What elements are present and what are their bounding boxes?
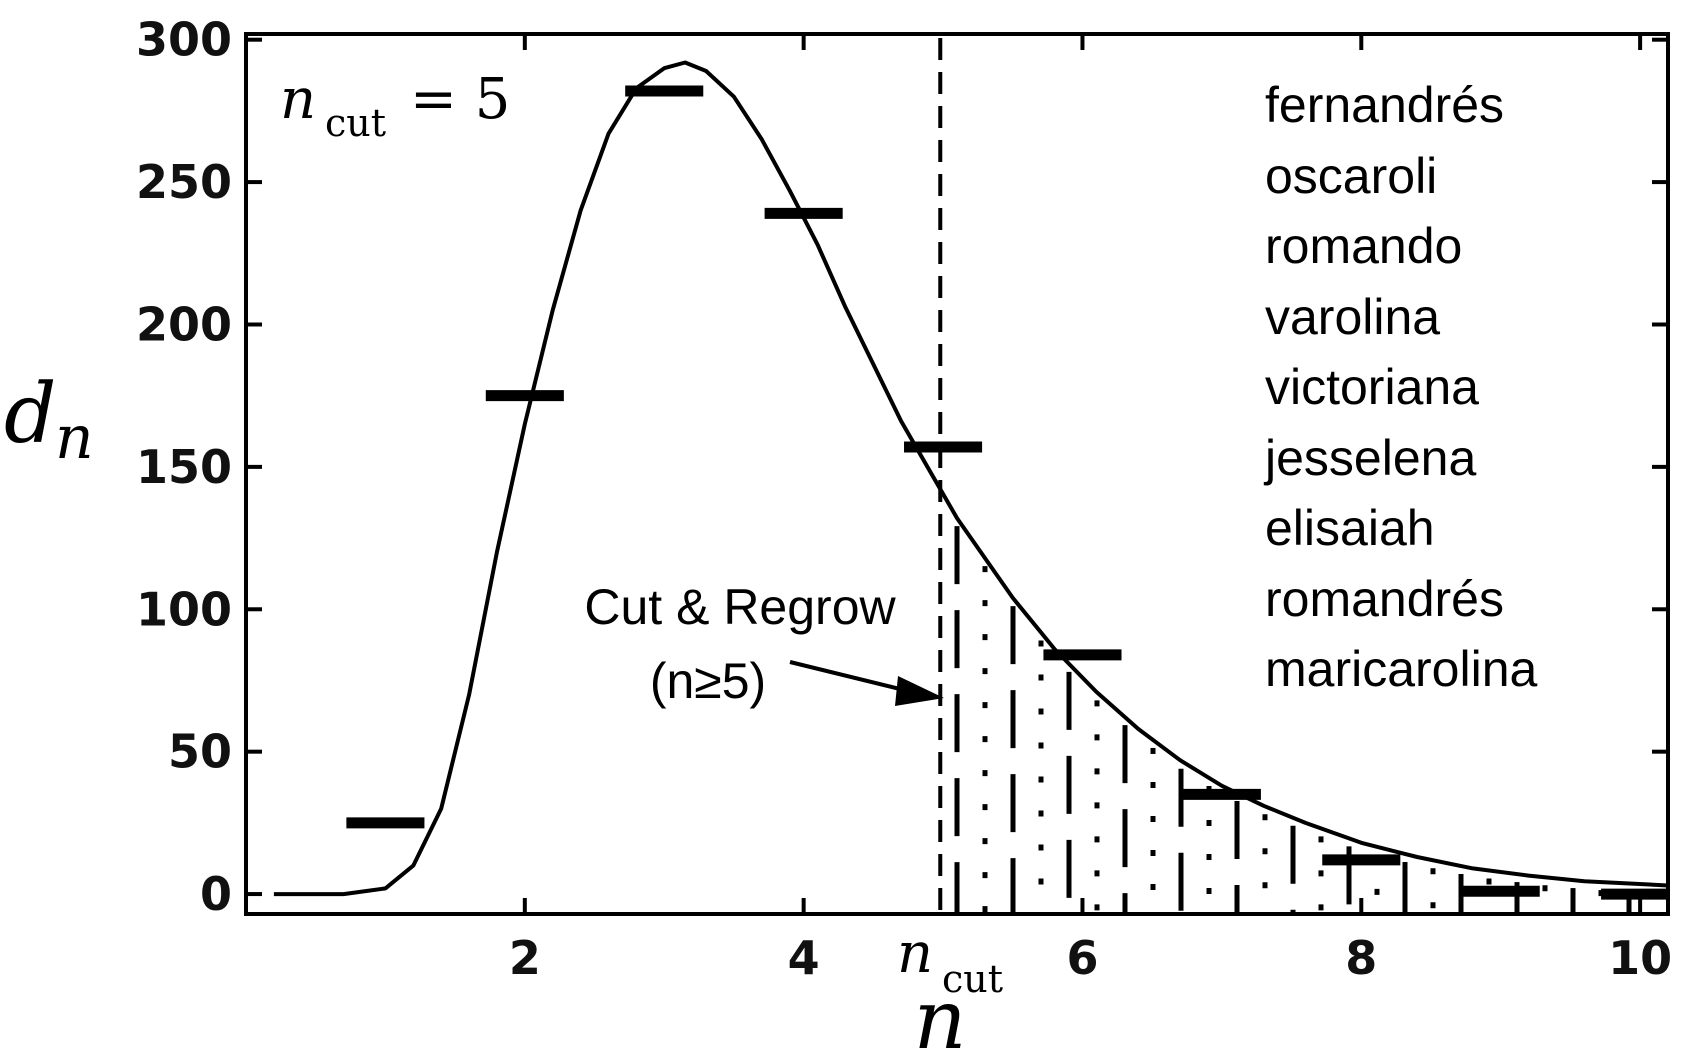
x-tick-label: 8 [1345,931,1377,985]
ncut-eq-sub: cut [325,101,386,145]
annotation-cut-regrow: Cut & Regrow [584,579,896,635]
name-label: romando [1265,218,1462,274]
y-tick-label: 100 [136,582,232,636]
x-tick-label-ncut: n cut [897,921,1003,1001]
x-axis-label: n [914,973,967,1064]
ncut-eq-n: n [280,67,316,132]
name-label: maricarolina [1265,641,1538,697]
x-tick-label: 2 [509,931,541,985]
y-tick-label: 300 [136,13,232,67]
name-label: victoriana [1265,359,1479,415]
shaded-tail-region [954,526,1660,912]
y-tick-label: 0 [200,867,232,921]
x-tick-ncut-sub: cut [942,957,1003,1001]
name-label: varolina [1265,289,1440,345]
name-label: fernandrés [1265,77,1504,133]
fit-curve-path [273,60,1668,897]
y-tick-label: 50 [168,725,232,779]
x-tick-label: 4 [788,931,820,985]
fit-curve [273,60,1668,897]
name-label: romandrés [1265,571,1504,627]
plot-frame [244,32,1670,916]
y-axis-label: d n [4,367,94,473]
x-tick-ncut-n: n [897,921,933,986]
x-tick-label: 6 [1066,931,1098,985]
ncut-eq-value: = 5 [410,67,510,132]
x-tick-label: 10 [1608,931,1672,985]
y-tick-label: 200 [136,297,232,351]
name-label: oscaroli [1265,148,1437,204]
ncut-equation: n cut = 5 [280,67,510,145]
data-markers [346,85,1668,900]
y-tick-label: 250 [136,155,232,209]
name-label: elisaiah [1265,500,1435,556]
y-tick-label: 150 [136,440,232,494]
y-axis-label-d: d [4,367,57,462]
name-label: jesselena [1263,430,1476,486]
names-list: fernandrés oscaroli romando varolina vic… [1263,77,1538,697]
y-axis-label-sub: n [55,403,94,473]
annotation-n-ge-5: (n≥5) [650,653,766,709]
annotation-arrow [789,660,944,706]
